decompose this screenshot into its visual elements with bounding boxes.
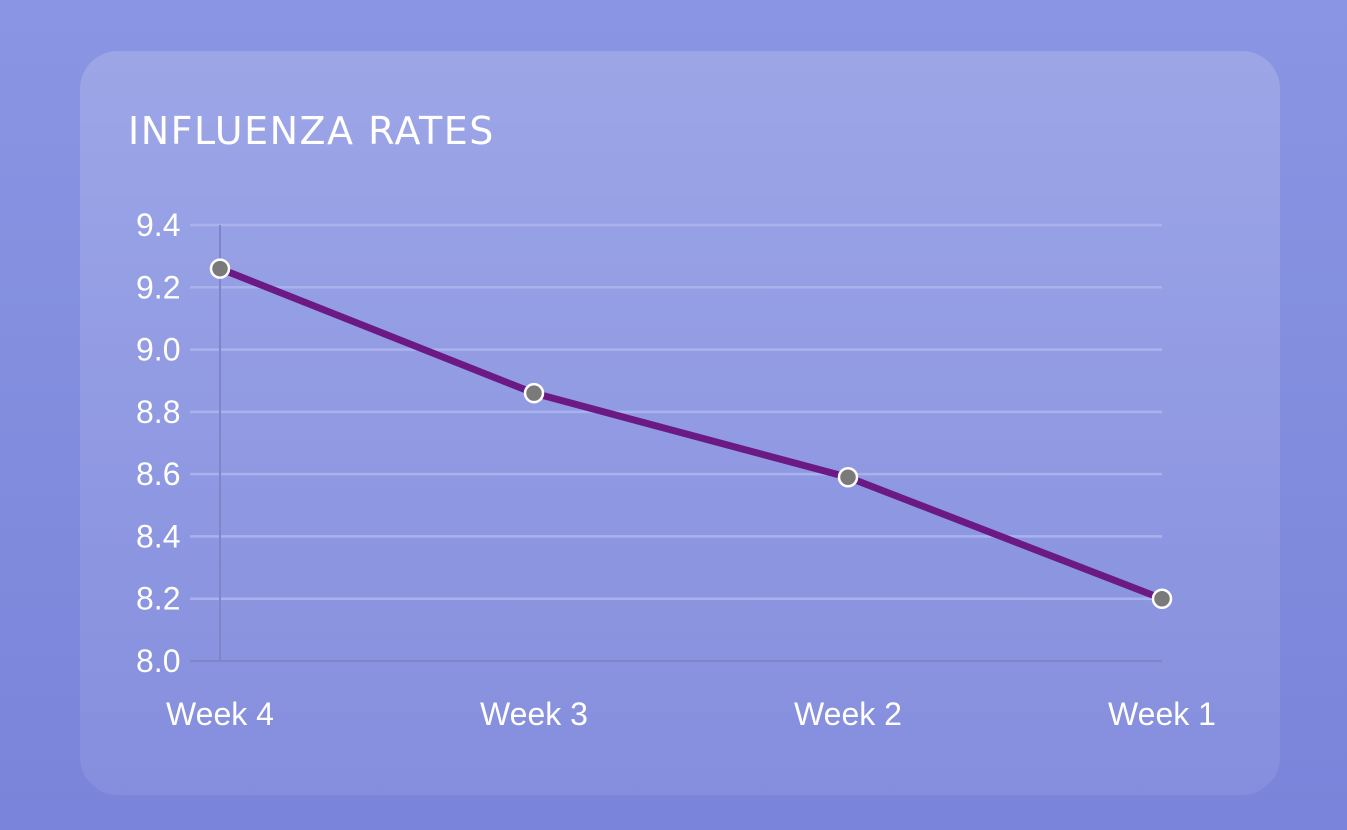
data-points bbox=[209, 258, 1173, 609]
y-tick-label: 8.8 bbox=[136, 394, 180, 430]
data-point[interactable] bbox=[523, 382, 545, 404]
y-tick-label: 9.4 bbox=[136, 207, 180, 243]
y-tick-label: 9.2 bbox=[136, 269, 180, 305]
y-tick-label: 8.4 bbox=[136, 518, 180, 554]
data-point[interactable] bbox=[1151, 588, 1173, 609]
series-line bbox=[216, 265, 1166, 603]
y-tick-label: 8.0 bbox=[136, 643, 180, 679]
y-tick-label: 8.2 bbox=[136, 581, 180, 617]
chart-card: INFLUENZA RATES 8.0 8.2 8.4 8.6 8.8 9.0 9.2 9.4… bbox=[80, 51, 1280, 795]
x-tick-labels: Week 4 Week 3 Week 2 Week 1 bbox=[166, 696, 1216, 732]
y-tick-label: 9.0 bbox=[136, 332, 180, 368]
line-chart: 8.08.28.48.68.89.09.29.4 Week 4 Week 3 Wee… bbox=[136, 207, 1216, 732]
x-tick-label: Week 4 bbox=[166, 696, 274, 732]
chart-title: INFLUENZA RATES bbox=[128, 109, 495, 153]
y-tick-label: 8.6 bbox=[136, 456, 180, 492]
x-tick-label: Week 1 bbox=[1108, 696, 1216, 732]
data-point[interactable] bbox=[209, 258, 231, 279]
x-tick-label: Week 2 bbox=[794, 696, 902, 732]
x-tick-label: Week 3 bbox=[480, 696, 588, 732]
series bbox=[216, 265, 1166, 603]
grid-lines bbox=[190, 223, 1162, 600]
data-point[interactable] bbox=[837, 467, 859, 488]
y-tick-labels: 8.0 8.2 8.4 8.6 8.8 9.0 9.2 9.4 bbox=[136, 207, 180, 679]
axes bbox=[190, 225, 1162, 662]
